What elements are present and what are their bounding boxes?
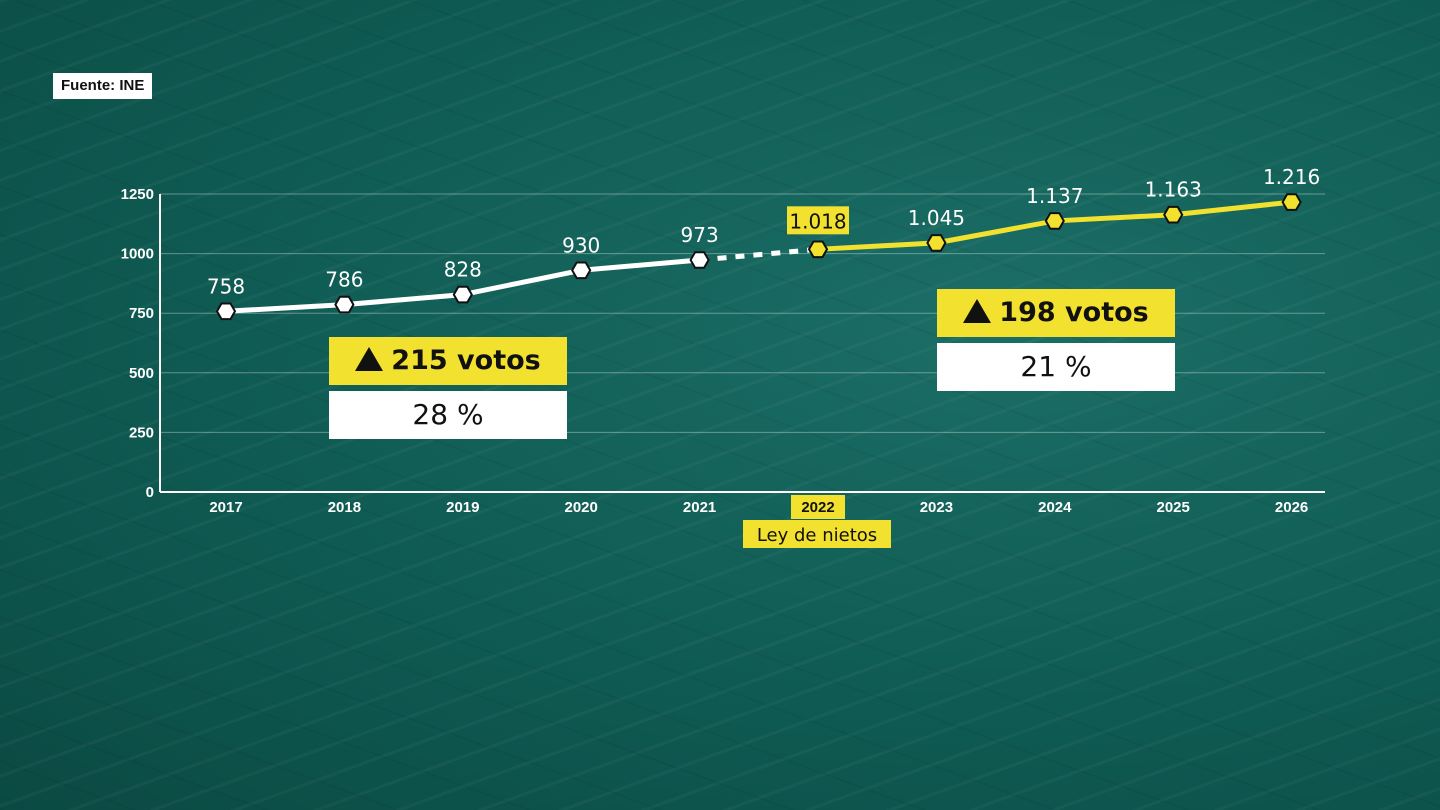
data-value-label: 1.137 bbox=[1026, 184, 1083, 208]
up-triangle-icon bbox=[963, 299, 992, 323]
change-box-2017-2021: 215 votos 28 % bbox=[329, 337, 567, 439]
x-tick-label: 2019 bbox=[446, 499, 479, 516]
x-tick-label: 2024 bbox=[1038, 499, 1072, 516]
x-tick-label: 2020 bbox=[565, 499, 598, 516]
dashed-connector bbox=[699, 246, 819, 263]
x-tick-label: 2017 bbox=[209, 499, 242, 516]
data-value-label: 1.045 bbox=[908, 206, 965, 230]
change-box-2022-2026: 198 votos 21 % bbox=[937, 289, 1175, 391]
x-tick-label: 2023 bbox=[920, 499, 953, 516]
value-label-box bbox=[787, 206, 849, 235]
data-point-marker bbox=[926, 234, 947, 252]
data-point-marker bbox=[689, 251, 710, 269]
y-tick-label: 500 bbox=[129, 365, 154, 382]
data-point-marker bbox=[1163, 205, 1184, 224]
data-point-marker bbox=[571, 261, 592, 280]
highlight-year-box bbox=[791, 495, 845, 519]
data-point-marker bbox=[1281, 193, 1302, 211]
data-point-marker bbox=[452, 285, 473, 304]
data-value-label: 1.018 bbox=[789, 209, 846, 233]
y-tick-label: 750 bbox=[129, 305, 154, 322]
x-tick-label: 2025 bbox=[1157, 499, 1190, 516]
source-label: Fuente: INE bbox=[53, 73, 153, 99]
change-percent: 21 % bbox=[937, 343, 1175, 391]
y-tick-label: 0 bbox=[146, 484, 154, 501]
data-value-label: 930 bbox=[562, 233, 600, 257]
y-tick-label: 1000 bbox=[121, 246, 154, 263]
data-value-label: 973 bbox=[681, 223, 719, 247]
data-point-marker bbox=[807, 240, 829, 259]
y-tick-label: 250 bbox=[129, 424, 154, 441]
data-value-label: 786 bbox=[325, 268, 363, 292]
annotation-label: Ley de nietos bbox=[757, 525, 877, 546]
x-tick-label: 2018 bbox=[328, 499, 361, 516]
data-point-marker bbox=[1044, 212, 1065, 230]
data-point-marker bbox=[334, 295, 355, 314]
x-tick-label: 2021 bbox=[683, 499, 716, 516]
x-tick-label: 2026 bbox=[1275, 499, 1308, 516]
data-value-label: 828 bbox=[444, 258, 482, 282]
data-point-marker bbox=[215, 302, 237, 321]
change-headline: 215 votos bbox=[329, 337, 567, 385]
data-value-label: 1.216 bbox=[1263, 165, 1320, 189]
up-triangle-icon bbox=[355, 347, 384, 371]
annotation-box bbox=[743, 520, 891, 548]
data-value-label: 1.163 bbox=[1145, 178, 1202, 202]
change-headline: 198 votos bbox=[937, 289, 1175, 337]
change-percent: 28 % bbox=[329, 391, 567, 439]
x-tick-label: 2022 bbox=[801, 499, 834, 516]
data-value-label: 758 bbox=[207, 274, 245, 298]
y-tick-label: 1250 bbox=[121, 186, 154, 203]
